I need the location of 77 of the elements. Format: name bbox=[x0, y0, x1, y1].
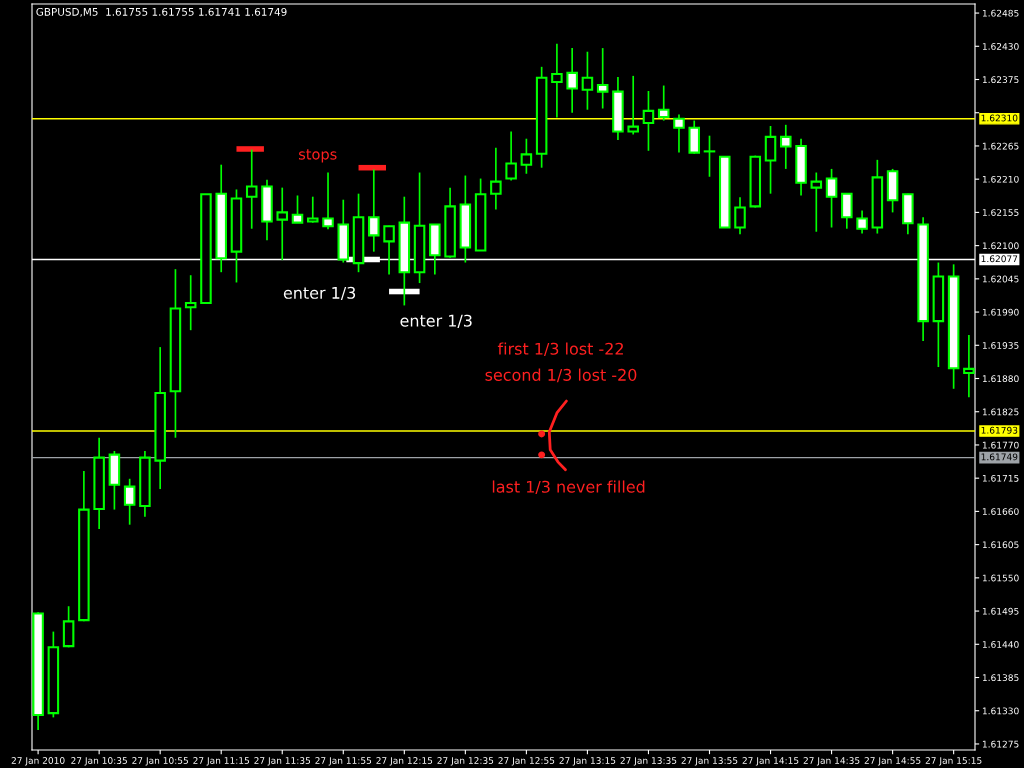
annotation: stops bbox=[298, 149, 337, 163]
x-tick-label: 27 Jan 2010 bbox=[11, 757, 65, 766]
candlestick bbox=[780, 123, 792, 170]
candlestick bbox=[505, 130, 517, 182]
y-tick-label: 1.62210 bbox=[982, 175, 1019, 183]
x-tick-label: 27 Jan 14:15 bbox=[742, 757, 799, 766]
annotation: enter 1/3 bbox=[400, 314, 472, 328]
x-tick-label: 27 Jan 13:35 bbox=[620, 757, 677, 766]
x-tick-label: 27 Jan 12:35 bbox=[437, 757, 494, 766]
y-tick-label: 1.62100 bbox=[982, 242, 1019, 250]
candlestick bbox=[841, 192, 853, 230]
candlestick bbox=[551, 43, 563, 119]
x-tick-label: 27 Jan 11:55 bbox=[315, 757, 372, 766]
annotation: enter 1/3 bbox=[283, 286, 356, 301]
y-tick-label: 1.61385 bbox=[982, 674, 1019, 682]
x-tick-label: 27 Jan 14:55 bbox=[864, 757, 921, 766]
y-tick-label: 1.62375 bbox=[982, 76, 1019, 84]
ref-line-label: 1.62077 bbox=[981, 255, 1018, 263]
x-tick-label: 27 Jan 11:15 bbox=[193, 757, 249, 766]
annotation: second 1/3 lost -20 bbox=[485, 368, 637, 383]
candlestick bbox=[825, 168, 838, 229]
candlestick bbox=[657, 84, 670, 122]
y-tick-label: 1.62265 bbox=[982, 142, 1019, 150]
y-tick-label: 1.61440 bbox=[982, 641, 1019, 648]
candlestick bbox=[123, 477, 136, 526]
y-tick-label: 1.61550 bbox=[982, 574, 1019, 582]
chart-title: GBPUSD,M5 1.61755 1.61755 1.61741 1.61749 bbox=[36, 7, 287, 17]
candlestick bbox=[581, 50, 594, 111]
candlestick bbox=[627, 75, 639, 136]
y-tick-label: 1.61935 bbox=[982, 342, 1019, 349]
candlestick bbox=[596, 47, 609, 110]
candlestick bbox=[566, 47, 578, 114]
y-tick-label: 1.62045 bbox=[982, 275, 1019, 283]
ref-line-label: 1.62310 bbox=[981, 114, 1018, 122]
y-tick-label: 1.61715 bbox=[982, 474, 1019, 482]
annotation: first 1/3 lost -22 bbox=[497, 342, 623, 357]
x-tick-label: 27 Jan 12:55 bbox=[498, 757, 555, 766]
candlestick bbox=[306, 195, 319, 224]
candlestick bbox=[322, 171, 334, 231]
candlestick bbox=[245, 148, 258, 230]
candlestick bbox=[856, 209, 868, 235]
ref-line-label: 1.61793 bbox=[981, 426, 1018, 434]
x-tick-label: 27 Jan 12:15 bbox=[376, 757, 433, 766]
x-tick-label: 27 Jan 10:35 bbox=[71, 757, 127, 766]
y-tick-label: 1.61330 bbox=[982, 707, 1019, 715]
y-tick-label: 1.61605 bbox=[982, 541, 1019, 549]
y-tick-label: 1.61990 bbox=[982, 308, 1019, 316]
y-tick-label: 1.61825 bbox=[982, 408, 1019, 416]
x-tick-label: 27 Jan 11:35 bbox=[254, 757, 311, 766]
candlestick bbox=[764, 125, 777, 195]
candlestick bbox=[703, 134, 716, 178]
y-tick-label: 1.62485 bbox=[982, 9, 1019, 17]
y-tick-label: 1.62430 bbox=[982, 43, 1019, 50]
candlestick bbox=[184, 274, 197, 332]
candlestick bbox=[520, 137, 533, 175]
y-tick-label: 1.61880 bbox=[982, 375, 1019, 383]
y-tick-label: 1.61770 bbox=[982, 441, 1019, 449]
candlestick bbox=[276, 186, 289, 261]
x-tick-label: 27 Jan 14:35 bbox=[803, 757, 860, 766]
candlestick bbox=[368, 168, 380, 253]
annotation: last 1/3 never filled bbox=[492, 480, 645, 495]
x-tick-label: 27 Jan 13:15 bbox=[559, 757, 616, 766]
candlestick bbox=[734, 196, 746, 235]
x-tick-label: 27 Jan 10:55 bbox=[132, 757, 188, 766]
y-tick-label: 1.61495 bbox=[982, 607, 1019, 615]
y-tick-label: 1.61275 bbox=[982, 740, 1019, 748]
y-tick-label: 1.61660 bbox=[982, 508, 1019, 515]
candlestick bbox=[490, 146, 502, 211]
candlestick bbox=[810, 171, 823, 233]
x-tick-label: 27 Jan 13:55 bbox=[681, 757, 738, 766]
candlestick bbox=[383, 224, 395, 276]
x-tick-label: 27 Jan 15:15 bbox=[925, 757, 982, 766]
ref-line-label: 1.61749 bbox=[981, 453, 1018, 461]
candlestick bbox=[673, 113, 685, 154]
y-tick-label: 1.62155 bbox=[982, 209, 1019, 216]
candlestick bbox=[642, 90, 655, 152]
candlestick bbox=[291, 194, 304, 224]
